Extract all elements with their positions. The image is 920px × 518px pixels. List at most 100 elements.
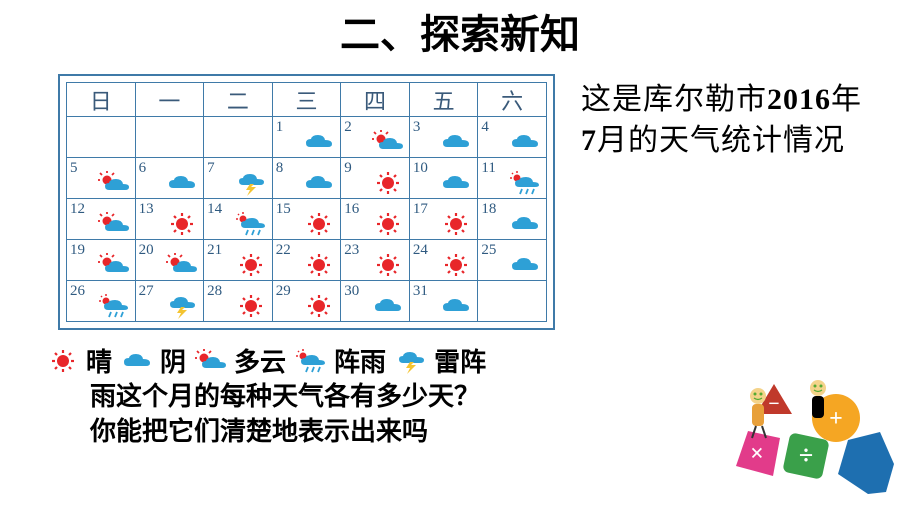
calendar-cell: 14 bbox=[204, 199, 273, 240]
day-number: 18 bbox=[481, 201, 496, 218]
weekday-header: 日 bbox=[67, 83, 136, 117]
weekday-header: 六 bbox=[478, 83, 547, 117]
side-description: 这是库尔勒市2016年 7月的天气统计情况 bbox=[555, 74, 875, 161]
weather-cloud-icon bbox=[439, 170, 473, 196]
calendar-cell: 8 bbox=[272, 158, 341, 199]
legend-item: 多云 bbox=[194, 342, 286, 379]
calendar-cell: 17 bbox=[409, 199, 478, 240]
svg-text:×: × bbox=[750, 441, 764, 467]
svg-text:÷: ÷ bbox=[799, 441, 813, 470]
calendar-container: 日一二三四五六 12345678910111213141516171819202… bbox=[58, 74, 555, 330]
question-2: 你能把它们清楚地表示出来吗 bbox=[90, 417, 428, 446]
calendar-cell bbox=[204, 117, 273, 158]
weather-sunny-icon bbox=[234, 293, 268, 319]
legend-item: 雷阵 bbox=[394, 342, 486, 379]
weather-thunder-icon bbox=[234, 170, 268, 196]
calendar-cell: 24 bbox=[409, 240, 478, 281]
weather-calendar: 日一二三四五六 12345678910111213141516171819202… bbox=[66, 82, 547, 322]
side-mid: 年 bbox=[831, 83, 862, 116]
day-number: 4 bbox=[481, 119, 489, 136]
side-post: 月的天气统计情况 bbox=[597, 124, 845, 157]
weather-sunny-icon bbox=[234, 252, 268, 278]
day-number: 28 bbox=[207, 283, 222, 300]
legend-item: 阴 bbox=[120, 342, 186, 379]
side-year: 2016 bbox=[767, 83, 831, 116]
day-number: 15 bbox=[276, 201, 291, 218]
calendar-cell: 12 bbox=[67, 199, 136, 240]
weather-shower-icon bbox=[508, 170, 542, 196]
calendar-cell: 30 bbox=[341, 281, 410, 322]
day-number: 7 bbox=[207, 160, 215, 177]
weather-sunny-icon bbox=[302, 293, 336, 319]
calendar-cell: 11 bbox=[478, 158, 547, 199]
section-title: 二、探索新知 bbox=[0, 0, 920, 60]
calendar-cell: 27 bbox=[135, 281, 204, 322]
day-number: 1 bbox=[276, 119, 284, 136]
legend-label: 多云 bbox=[234, 342, 286, 379]
side-pre: 这是库尔勒市 bbox=[581, 83, 767, 116]
calendar-cell: 5 bbox=[67, 158, 136, 199]
day-number: 9 bbox=[344, 160, 352, 177]
weather-cloud-icon bbox=[508, 211, 542, 237]
weather-sunny-icon bbox=[371, 252, 405, 278]
weather-cloud-icon bbox=[439, 293, 473, 319]
calendar-cell: 22 bbox=[272, 240, 341, 281]
weather-partly-icon bbox=[97, 170, 131, 196]
day-number: 8 bbox=[276, 160, 284, 177]
weather-partly-icon bbox=[97, 211, 131, 237]
calendar-cell: 18 bbox=[478, 199, 547, 240]
day-number: 13 bbox=[139, 201, 154, 218]
question-1: 这个月的每种天气各有多少天？ bbox=[116, 382, 480, 411]
day-number: 12 bbox=[70, 201, 85, 218]
weather-partly-icon bbox=[165, 252, 199, 278]
day-number: 21 bbox=[207, 242, 222, 259]
question-block: 雨这个月的每种天气各有多少天？ 你能把它们清楚地表示出来吗 bbox=[0, 379, 720, 449]
day-number: 3 bbox=[413, 119, 421, 136]
calendar-cell: 19 bbox=[67, 240, 136, 281]
day-number: 17 bbox=[413, 201, 428, 218]
svg-text:−: − bbox=[768, 393, 779, 415]
legend-item: 阵雨 bbox=[294, 342, 386, 379]
calendar-cell: 9 bbox=[341, 158, 410, 199]
calendar-cell: 10 bbox=[409, 158, 478, 199]
calendar-cell: 6 bbox=[135, 158, 204, 199]
day-number: 22 bbox=[276, 242, 291, 259]
calendar-cell: 28 bbox=[204, 281, 273, 322]
day-number: 19 bbox=[70, 242, 85, 259]
day-number: 16 bbox=[344, 201, 359, 218]
calendar-cell: 26 bbox=[67, 281, 136, 322]
weekday-header: 二 bbox=[204, 83, 273, 117]
day-number: 26 bbox=[70, 283, 85, 300]
weekday-header: 一 bbox=[135, 83, 204, 117]
calendar-cell: 29 bbox=[272, 281, 341, 322]
calendar-cell: 16 bbox=[341, 199, 410, 240]
day-number: 5 bbox=[70, 160, 78, 177]
calendar-cell: 1 bbox=[272, 117, 341, 158]
day-number: 27 bbox=[139, 283, 154, 300]
day-number: 23 bbox=[344, 242, 359, 259]
weather-sunny-icon bbox=[165, 211, 199, 237]
legend-label: 晴 bbox=[86, 342, 112, 379]
calendar-cell: 15 bbox=[272, 199, 341, 240]
weather-cloud-icon bbox=[302, 129, 336, 155]
weather-sunny-icon bbox=[439, 211, 473, 237]
day-number: 10 bbox=[413, 160, 428, 177]
day-number: 24 bbox=[413, 242, 428, 259]
day-number: 30 bbox=[344, 283, 359, 300]
weather-partly-icon bbox=[97, 252, 131, 278]
weather-cloud-icon bbox=[302, 170, 336, 196]
calendar-cell: 25 bbox=[478, 240, 547, 281]
calendar-cell: 3 bbox=[409, 117, 478, 158]
calendar-cell bbox=[67, 117, 136, 158]
weather-cloud-icon bbox=[165, 170, 199, 196]
calendar-cell: 7 bbox=[204, 158, 273, 199]
weather-cloud-icon bbox=[439, 129, 473, 155]
weather-cloud-icon bbox=[508, 252, 542, 278]
weekday-header: 四 bbox=[341, 83, 410, 117]
day-number: 11 bbox=[481, 160, 495, 177]
decorative-shapes: ÷ × + − bbox=[718, 366, 898, 506]
weather-shower-icon bbox=[234, 211, 268, 237]
weather-sunny-icon bbox=[439, 252, 473, 278]
calendar-cell: 23 bbox=[341, 240, 410, 281]
side-month: 7 bbox=[581, 124, 597, 157]
